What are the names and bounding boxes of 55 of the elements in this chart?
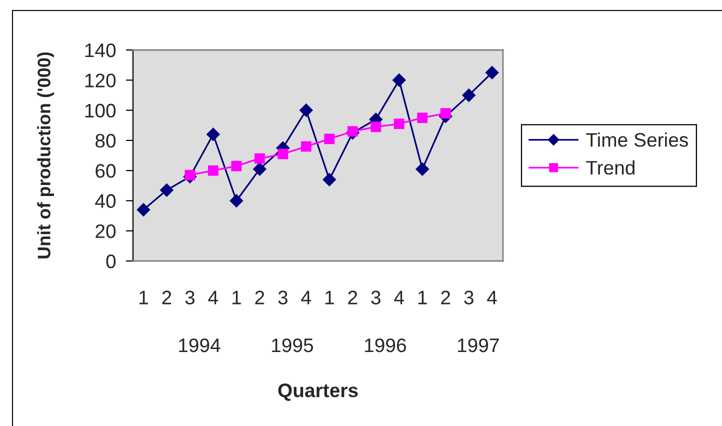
x-tick-label: 2 bbox=[162, 290, 172, 304]
text: 1994 bbox=[179, 338, 220, 352]
text: 1997 bbox=[458, 338, 499, 352]
y-axis-title: Unit of production ('000) bbox=[37, 52, 54, 258]
x-tick-label: 1 bbox=[232, 290, 241, 304]
y-tick-label: 20 bbox=[96, 224, 116, 238]
x-tick-label: 2 bbox=[441, 290, 450, 304]
point bbox=[254, 153, 265, 164]
point bbox=[299, 103, 314, 118]
point bbox=[324, 134, 335, 144]
x-tick-label: 3 bbox=[371, 290, 380, 304]
x-tick-label: 1 bbox=[325, 290, 334, 304]
point bbox=[347, 126, 358, 137]
point bbox=[206, 128, 220, 142]
x-tick-label: 3 bbox=[185, 290, 194, 304]
text: 1995 bbox=[272, 338, 314, 352]
x-tick-label: 2 bbox=[255, 290, 264, 304]
x-tick-label: 4 bbox=[394, 290, 404, 304]
x-tick-label: 4 bbox=[301, 290, 311, 304]
point bbox=[300, 141, 312, 152]
point bbox=[415, 162, 430, 176]
x-tick-label: 3 bbox=[278, 290, 288, 304]
point bbox=[417, 112, 428, 124]
point bbox=[394, 118, 404, 130]
point bbox=[252, 162, 267, 176]
legend-label: Trend bbox=[586, 160, 634, 175]
y-tick-label: 0 bbox=[106, 254, 116, 268]
y-tick-label: 100 bbox=[85, 104, 116, 118]
point bbox=[208, 165, 218, 176]
point bbox=[370, 122, 382, 132]
y-tick-label: 80 bbox=[96, 134, 116, 148]
x-tick-label: 2 bbox=[348, 290, 358, 304]
x-tick-label: 1 bbox=[418, 290, 427, 304]
text: 1996 bbox=[365, 338, 406, 352]
legend-label: Time Series bbox=[586, 132, 688, 147]
y-tick-label: 140 bbox=[85, 43, 116, 58]
point bbox=[485, 66, 499, 80]
point bbox=[231, 160, 242, 172]
point bbox=[392, 73, 406, 88]
x-tick-label: 1 bbox=[140, 290, 148, 304]
point bbox=[184, 170, 196, 180]
y-tick-label: 120 bbox=[85, 74, 116, 88]
point bbox=[462, 88, 476, 102]
x-tick-label: 4 bbox=[208, 290, 218, 304]
point bbox=[278, 148, 288, 160]
point bbox=[230, 194, 244, 208]
point bbox=[440, 108, 451, 119]
x-tick-label: 3 bbox=[464, 290, 474, 304]
x-tick-label: 4 bbox=[487, 290, 497, 304]
y-tick-label: 40 bbox=[95, 194, 116, 208]
y-tick-label: 60 bbox=[96, 164, 116, 178]
point bbox=[322, 172, 336, 186]
point bbox=[160, 183, 174, 198]
point bbox=[136, 202, 150, 217]
x-axis-title: Quarters bbox=[278, 384, 358, 401]
